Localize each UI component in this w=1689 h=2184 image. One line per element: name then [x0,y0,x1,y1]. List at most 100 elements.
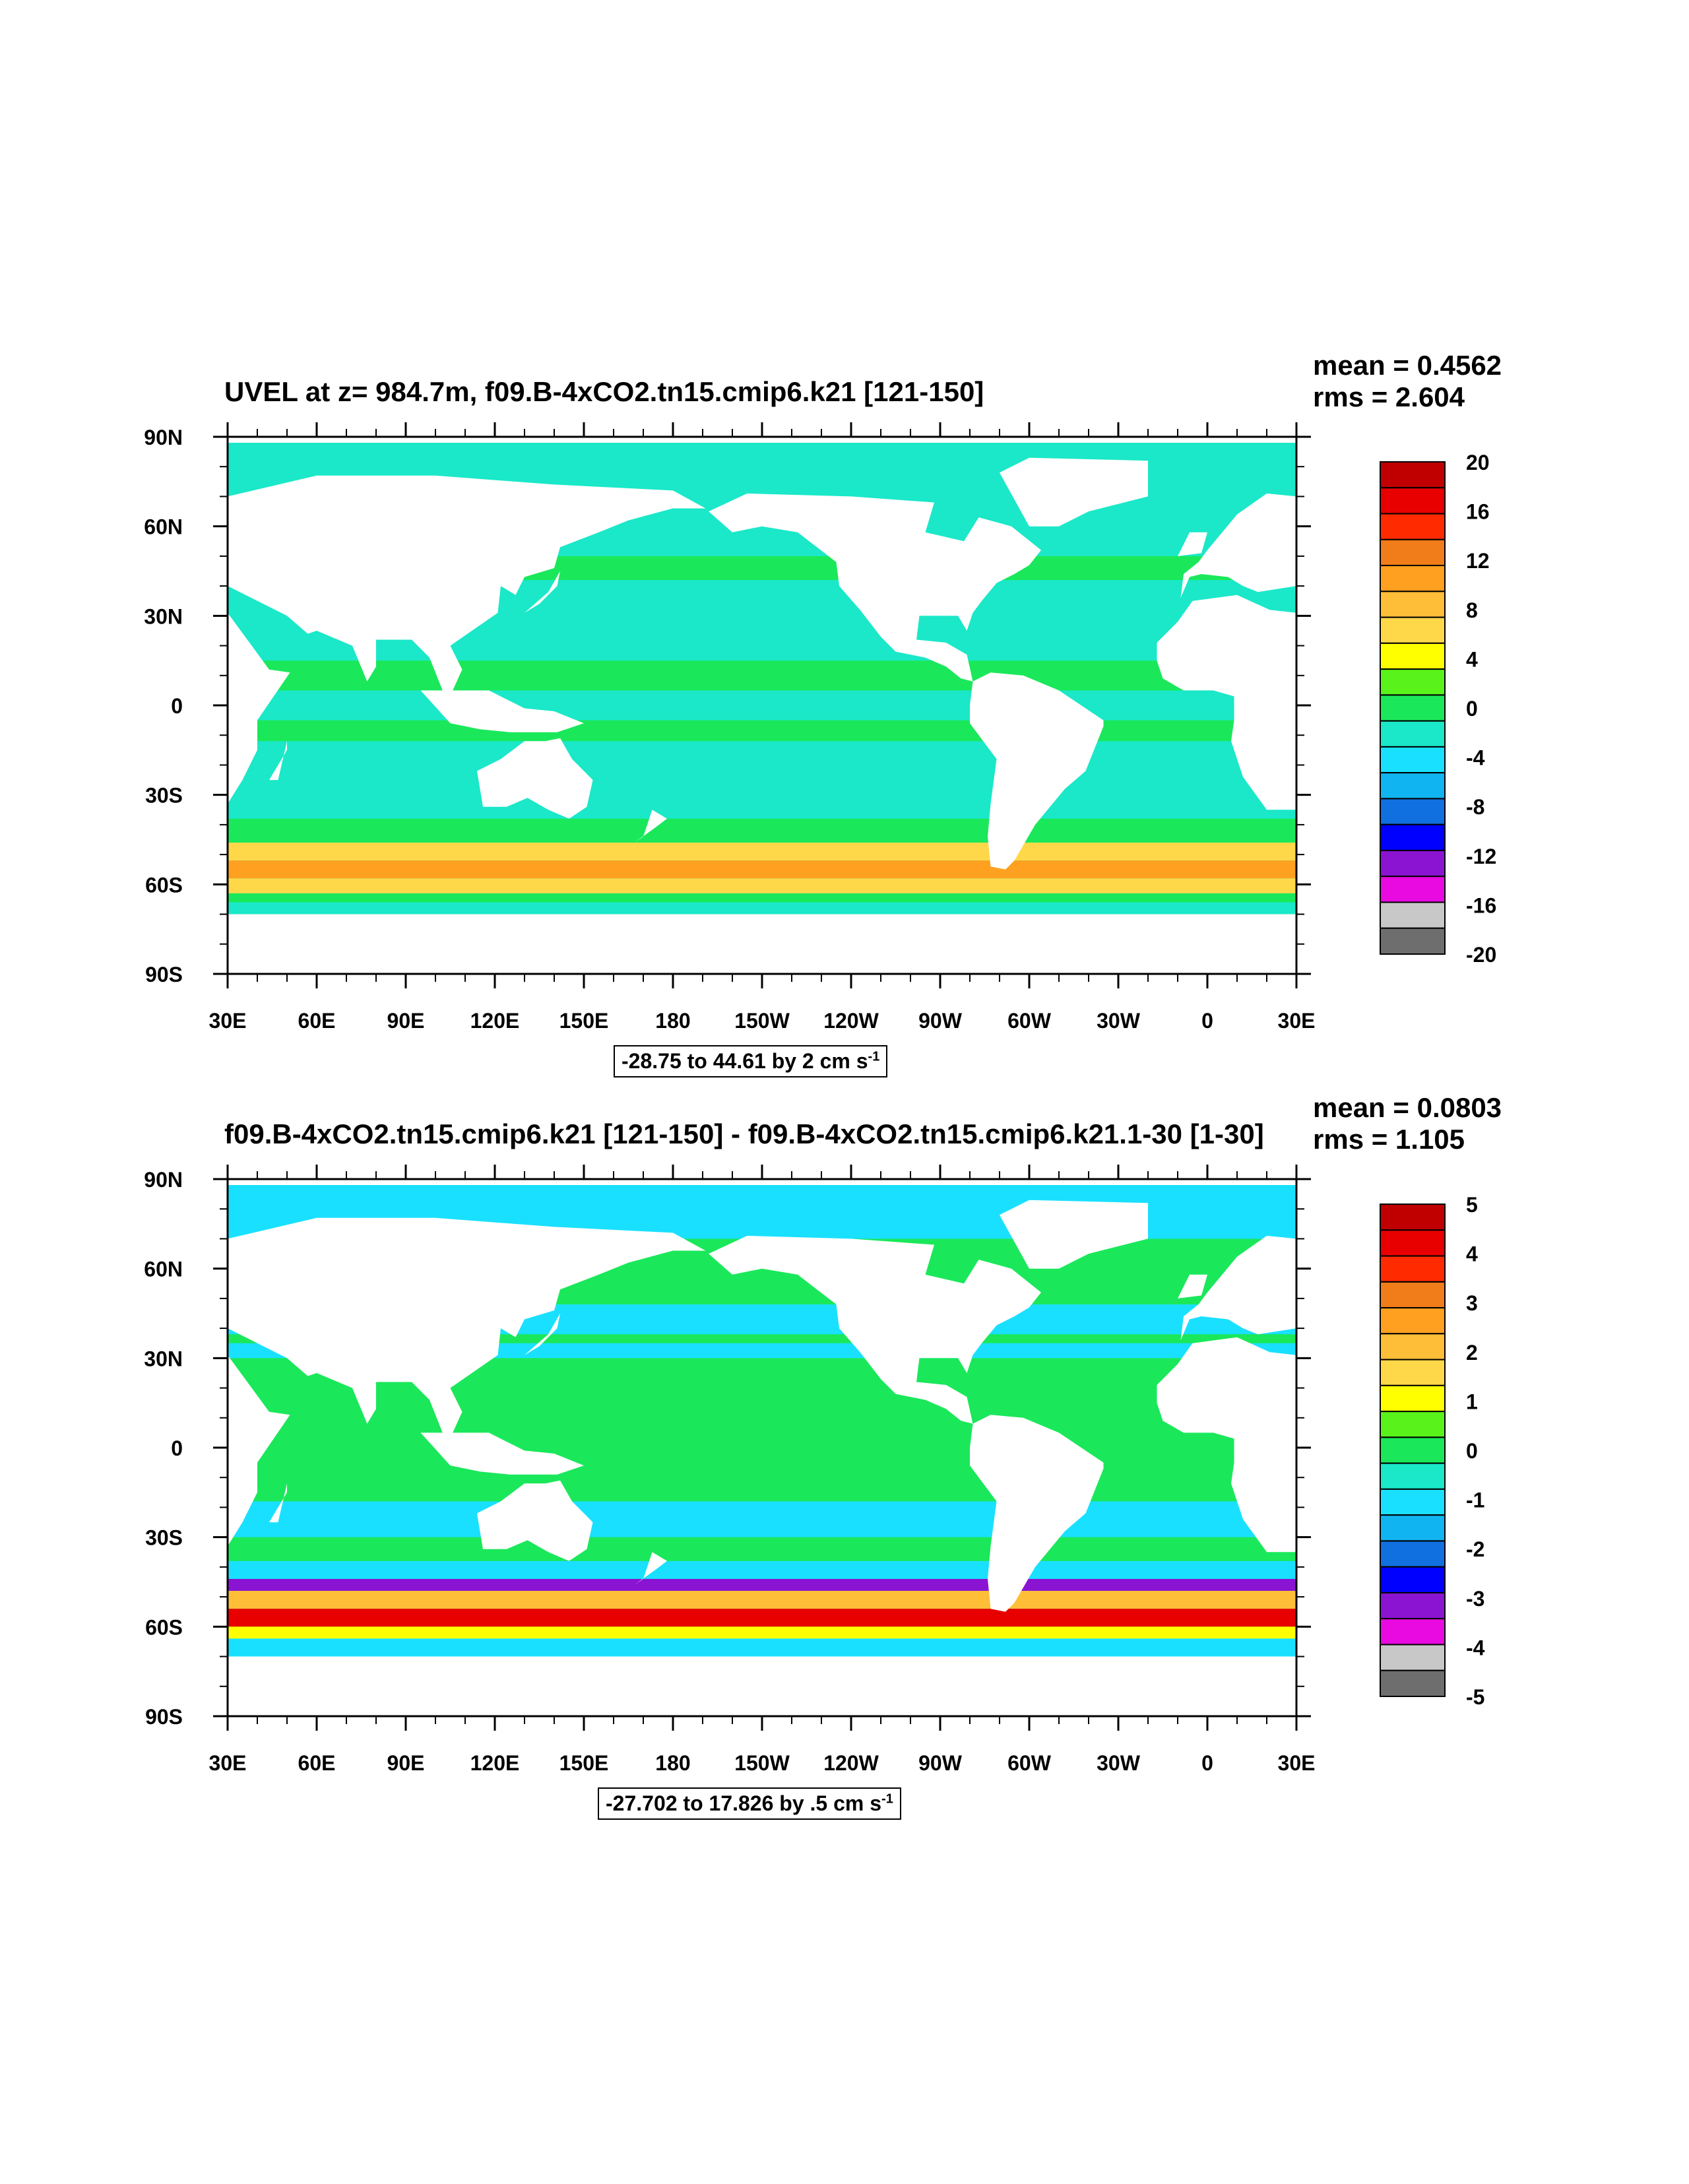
colorbar-label: -12 [1466,845,1496,868]
x-tick-label: 150W [734,1009,790,1033]
y-tick-label: 90S [145,963,183,986]
colorbar-swatch [1380,694,1446,722]
colorbar-swatch [1380,538,1446,567]
land-mask [1180,493,1296,598]
field-band [228,1591,1296,1609]
colorbar-label: 4 [1466,1242,1478,1266]
colorbar-label: 0 [1466,697,1478,721]
chart-title: f09.B-4xCO2.tn15.cmip6.k21 [121-150] - f… [224,1118,1264,1149]
y-tick-label: 30S [145,1526,183,1550]
colorbar-label: -8 [1466,795,1484,819]
y-tick-label: 60N [144,515,183,539]
y-tick-label: 60S [145,1615,183,1639]
colorbar-swatch [1380,1255,1446,1283]
colorbar-swatch [1380,1281,1446,1309]
colorbar-swatch [1380,1644,1446,1671]
x-tick-label: 120W [823,1751,879,1775]
colorbar-swatch [1380,1333,1446,1361]
rms-stat: rms = 2.604 [1313,381,1465,412]
x-tick-label: 30E [209,1009,247,1033]
land-mask [1178,1274,1207,1299]
land-mask [709,1235,1041,1424]
colorbar-swatch [1380,876,1446,903]
colorbar-swatch [1380,1618,1446,1646]
colorbar-swatch [1380,927,1446,955]
x-tick-label: 150W [734,1751,790,1775]
y-tick-label: 30N [144,1347,183,1370]
field-band [228,1501,1296,1537]
colorbar-label: 20 [1466,451,1490,474]
colorbar-swatch [1380,901,1446,929]
colorbar-label: 12 [1466,549,1490,573]
x-tick-label: 120E [470,1751,520,1775]
colorbar-swatch [1380,513,1446,540]
colorbar-label: -1 [1466,1489,1484,1512]
x-tick-label: 0 [1201,1751,1213,1775]
x-tick-label: 150E [559,1009,609,1033]
colorbar-label: 5 [1466,1193,1478,1217]
contour-range-text: -28.75 to 44.61 by 2 cm s [621,1049,868,1073]
colorbar-swatch [1380,746,1446,774]
map-plot: 30E 60E 90E 120E 150E 180 150W 120W 90W 60W 30W 0 30… [144,1165,1485,1775]
colorbar-swatch [1380,798,1446,825]
land-mask [634,1552,667,1585]
land-mask [709,493,1041,682]
colorbar-swatch [1380,823,1446,851]
land-mask [269,741,287,781]
colorbar-label: -20 [1466,943,1496,967]
x-tick-label: 180 [655,1751,690,1775]
field-band [228,1578,1296,1591]
land-mask [228,612,290,804]
colorbar-swatch [1380,1204,1446,1231]
land-mask [228,1656,1296,1716]
land-mask [634,810,667,843]
field-band [228,1560,1296,1579]
land-mask [228,1217,706,1445]
colorbar-swatch [1380,1307,1446,1335]
colorbar-swatch [1380,1229,1446,1257]
colorbar-swatch [1380,642,1446,670]
data-field [228,443,1296,974]
land-mask [477,1480,593,1561]
panel-top: UVEL at z= 984.7m, f09.B-4xCO2.tn15.cmip… [144,350,1502,1077]
colorbar-swatch [1380,668,1446,696]
colorbar-swatch [1380,1411,1446,1438]
x-tick-label: 120W [823,1009,879,1033]
colorbar-swatch [1380,616,1446,644]
colorbar-swatch [1380,1488,1446,1516]
y-tick-label: 90S [145,1705,183,1729]
colorbar-label: -5 [1466,1685,1484,1709]
field-band [228,843,1296,861]
field-band [228,818,1296,843]
colorbar-label: 1 [1466,1390,1478,1413]
colorbar-label: -16 [1466,893,1496,917]
land-mask [1000,1200,1148,1269]
y-tick-label: 30S [145,784,183,808]
x-tick-label: 30E [1278,1009,1316,1033]
x-tick-label: 90E [387,1009,425,1033]
colorbar-swatch [1380,1514,1446,1542]
map-plot: 30E 60E 90E 120E 150E 180 150W 120W 90W 60W 30W 0 30… [144,422,1496,1033]
land-mask [477,738,593,819]
land-mask [1180,1235,1296,1341]
units-exponent: -1 [881,1791,893,1807]
y-tick-label: 60N [144,1258,183,1281]
units-exponent: -1 [868,1049,880,1064]
x-tick-label: 30E [209,1751,247,1775]
land-mask [228,1355,290,1547]
colorbar-swatch [1380,487,1446,515]
colorbar-swatch [1380,1384,1446,1413]
chart-title: UVEL at z= 984.7m, f09.B-4xCO2.tn15.cmip… [224,376,984,407]
land-mask [228,914,1296,974]
y-tick-label: 0 [171,1436,183,1460]
field-band [228,1638,1296,1657]
colorbar-swatch [1380,565,1446,593]
colorbar-swatch [1380,1669,1446,1697]
y-tick-label: 60S [145,873,183,897]
colorbar-label: 8 [1466,598,1478,622]
colorbar-swatch [1380,772,1446,800]
colorbar-swatch [1380,1540,1446,1568]
x-tick-label: 90W [918,1009,963,1033]
y-tick-label: 30N [144,604,183,628]
colorbar-swatch [1380,1462,1446,1490]
